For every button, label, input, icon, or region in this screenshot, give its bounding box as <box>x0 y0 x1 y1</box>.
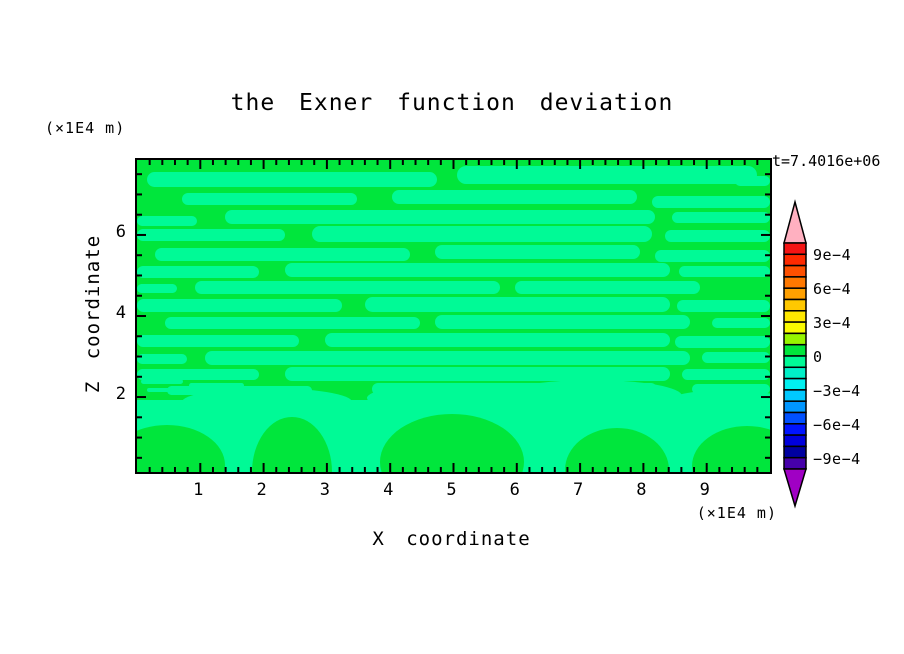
colorbar-segment <box>783 298 807 312</box>
negative-streak <box>285 263 670 277</box>
negative-streak <box>712 318 770 328</box>
colorbar-segment <box>783 355 807 369</box>
colorbar-segment <box>783 321 807 335</box>
positive-island <box>252 417 332 472</box>
negative-streak <box>665 230 770 242</box>
z-tick-label: 6 <box>115 221 126 242</box>
negative-streak <box>225 210 655 224</box>
colorbar-segment <box>783 456 807 470</box>
colorbar-segment <box>783 253 807 267</box>
z-axis-unit-label: (×1E4 m) <box>45 119 126 137</box>
negative-streak <box>167 386 312 395</box>
negative-streak <box>137 369 259 380</box>
negative-streak <box>672 212 770 223</box>
negative-streak <box>675 336 770 348</box>
negative-streak <box>155 248 410 261</box>
negative-streak <box>189 383 244 388</box>
negative-streak <box>435 245 640 259</box>
colorbar-segment <box>783 264 807 278</box>
colorbar-over-arrow <box>783 199 807 244</box>
negative-streak <box>365 297 670 312</box>
colorbar-segment <box>783 423 807 436</box>
colorbar-segment <box>783 434 807 448</box>
colorbar-segment <box>783 310 807 323</box>
negative-streak <box>702 352 770 363</box>
colorbar-segment <box>783 343 807 357</box>
colorbar-tick-label: 3e−4 <box>813 314 852 333</box>
colorbar-under-arrow <box>782 468 808 509</box>
colorbar-tick-label: 6e−4 <box>813 280 852 299</box>
negative-streak <box>285 367 670 381</box>
colorbar-tick-label: −6e−4 <box>813 415 861 434</box>
negative-streak <box>372 383 657 395</box>
negative-streak <box>655 250 770 262</box>
negative-streak <box>735 176 770 186</box>
negative-streak <box>515 281 700 294</box>
z-tick-label: 4 <box>115 303 126 323</box>
negative-streak <box>137 216 197 226</box>
z-tick-label: 2 <box>115 384 126 405</box>
positive-island <box>380 414 524 472</box>
contour-field <box>137 160 770 472</box>
negative-streak <box>205 351 690 365</box>
negative-streak <box>682 369 770 380</box>
colorbar-tick-label: 0 <box>813 348 823 366</box>
x-tick-label: 9 <box>699 480 710 500</box>
x-tick-label: 4 <box>383 480 394 500</box>
positive-island <box>137 437 182 472</box>
negative-streak <box>325 333 670 347</box>
negative-streak <box>165 317 420 329</box>
colorbar-segment <box>783 242 807 256</box>
negative-streak <box>137 229 285 241</box>
colorbar-segment <box>783 366 807 380</box>
x-tick-label: 8 <box>636 480 647 500</box>
negative-streak <box>182 193 357 205</box>
x-tick-label: 3 <box>319 480 331 500</box>
negative-streak <box>679 266 770 277</box>
colorbar-tick-label: −9e−4 <box>813 449 861 468</box>
negative-streak <box>677 300 770 312</box>
negative-streak <box>147 388 177 392</box>
negative-streak <box>137 284 177 293</box>
x-axis-label: X coordinate <box>372 528 531 550</box>
x-tick-label: 6 <box>509 480 520 500</box>
negative-streak <box>147 172 437 187</box>
negative-streak <box>195 281 500 294</box>
colorbar-tick-label: −3e−4 <box>813 381 861 400</box>
colorbar <box>782 199 808 509</box>
negative-streak <box>692 384 770 394</box>
negative-streak <box>652 196 770 208</box>
negative-streak <box>137 354 187 364</box>
chart-title: the Exner function deviation <box>230 90 674 116</box>
x-tick-label: 5 <box>446 480 457 500</box>
time-annotation: t=7.4016e+06 <box>772 152 881 170</box>
negative-blob <box>667 390 770 414</box>
x-tick-label: 2 <box>256 480 267 500</box>
colorbar-tick-label: 9e−4 <box>813 246 852 265</box>
x-axis-unit-label: (×1E4 m) <box>696 504 777 522</box>
colorbar-segment <box>783 377 807 391</box>
colorbar-segment <box>783 411 807 425</box>
colorbar-segment <box>783 445 807 459</box>
negative-streak <box>392 190 637 204</box>
x-tick-label: 7 <box>572 480 584 500</box>
colorbar-segment <box>783 400 807 414</box>
negative-streak <box>141 379 183 384</box>
colorbar-segment <box>783 332 807 346</box>
negative-streak <box>137 266 259 278</box>
colorbar-segment <box>783 389 807 402</box>
colorbar-segment <box>783 287 807 301</box>
positive-island <box>692 426 770 472</box>
positive-island <box>565 428 669 472</box>
colorbar-segment <box>783 276 807 289</box>
negative-streak <box>435 315 690 329</box>
negative-streak <box>457 166 757 184</box>
negative-streak <box>137 299 342 312</box>
x-tick-label: 1 <box>193 480 204 500</box>
plot-area <box>135 158 772 474</box>
negative-streak <box>137 335 299 347</box>
negative-streak <box>312 226 652 242</box>
